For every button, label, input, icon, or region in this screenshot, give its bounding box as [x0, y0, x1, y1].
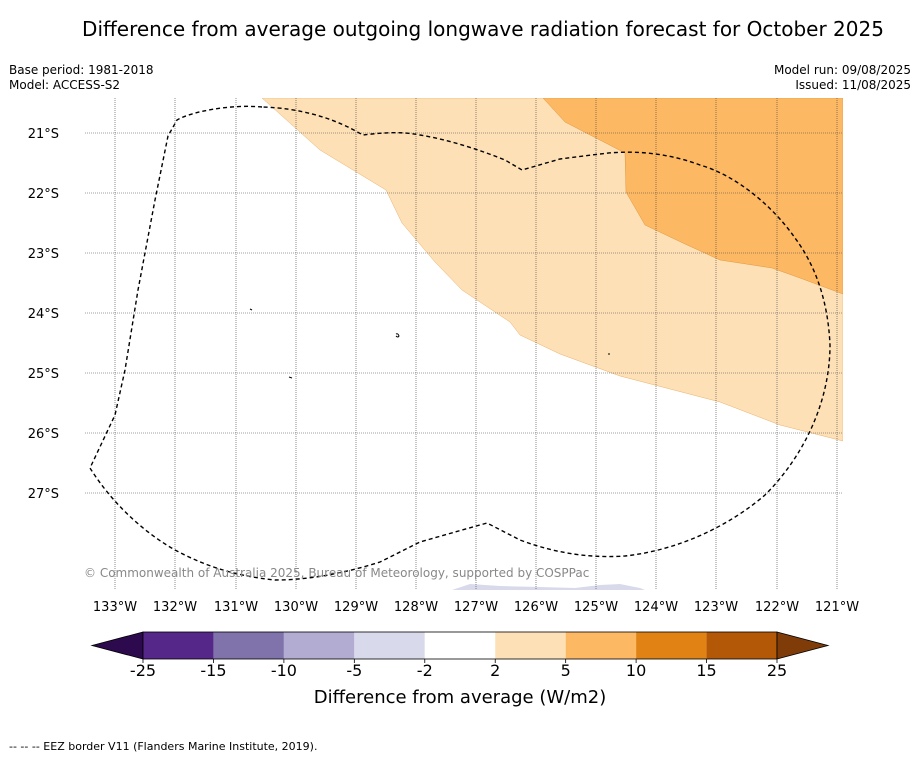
lon-label: 129°W — [334, 600, 378, 615]
colorbar-segment — [424, 632, 496, 659]
lat-label: 27°S — [28, 487, 59, 502]
colorbar-tick-label: -5 — [346, 661, 362, 680]
map-area — [85, 98, 843, 590]
colorbar-segment — [283, 632, 355, 659]
colorbar-segment — [636, 632, 707, 659]
lon-label: 121°W — [815, 600, 859, 615]
colorbar-segment — [706, 632, 777, 659]
footer-note: -- -- -- EEZ border V11 (Flanders Marine… — [9, 740, 318, 753]
lon-label: 124°W — [634, 600, 678, 615]
lat-label: 21°S — [28, 127, 59, 142]
land-fragment — [452, 584, 645, 590]
colorbar-tick-label: 25 — [767, 661, 787, 680]
issued-date: Issued: 11/08/2025 — [795, 78, 911, 92]
latitude-labels: 21°S 22°S 23°S 24°S 25°S 26°S 27°S — [28, 127, 59, 502]
lat-label: 24°S — [28, 307, 59, 322]
lon-label: 131°W — [214, 600, 258, 615]
colorbar-segment — [565, 632, 637, 659]
colorbar-tick-label: -10 — [271, 661, 297, 680]
lat-label: 23°S — [28, 247, 59, 262]
meta-left: Base period: 1981-2018 Model: ACCESS-S2 — [9, 63, 154, 93]
lon-label: 133°W — [93, 600, 137, 615]
island-marks — [249, 308, 610, 379]
colorbar-under-arrow — [90, 631, 144, 660]
lat-label: 22°S — [28, 187, 59, 202]
lat-label: 25°S — [28, 367, 59, 382]
meta-right: Model run: 09/08/2025 Issued: 11/08/2025 — [774, 63, 911, 93]
lon-label: 125°W — [574, 600, 618, 615]
colorbar-ticks: -25 -15 -10 -5 -2 2 5 10 15 25 — [130, 661, 787, 680]
lon-label: 130°W — [274, 600, 318, 615]
gridlines — [85, 98, 843, 590]
model-run: Model run: 09/08/2025 — [773, 63, 911, 77]
colorbar-tick-label: 10 — [626, 661, 646, 680]
lon-label: 127°W — [454, 600, 498, 615]
base-period: Base period: 1981-2018 — [9, 63, 154, 77]
colorbar-tick-label: 5 — [561, 661, 571, 680]
lon-label: 128°W — [394, 600, 438, 615]
colorbar-label: Difference from average (W/m2) — [314, 687, 606, 708]
map-title: Difference from average outgoing longwav… — [82, 17, 884, 41]
colorbar-tick-label: -15 — [200, 661, 226, 680]
colorbar-over-arrow — [776, 631, 830, 660]
lon-label: 132°W — [153, 600, 197, 615]
colorbar-tick-label: -25 — [130, 661, 156, 680]
colorbar-segment — [354, 632, 425, 659]
copyright-text: © Commonwealth of Australia 2025, Bureau… — [84, 566, 589, 580]
colorbar-segment — [495, 632, 566, 659]
colorbar-tick-label: -2 — [417, 661, 433, 680]
lon-label: 123°W — [694, 600, 738, 615]
model-name: Model: ACCESS-S2 — [9, 78, 121, 92]
colorbar-segment — [143, 632, 214, 659]
colorbar — [90, 631, 830, 663]
lat-label: 26°S — [28, 427, 59, 442]
eez-border — [89, 105, 831, 581]
lon-label: 122°W — [755, 600, 799, 615]
anomaly-region-5-10 — [542, 98, 843, 295]
longitude-labels: 133°W 132°W 131°W 130°W 129°W 128°W 127°W 126°W… — [93, 600, 859, 615]
lon-label: 126°W — [514, 600, 558, 615]
colorbar-tick-label: 2 — [490, 661, 500, 680]
colorbar-segment — [213, 632, 284, 659]
colorbar-tick-label: 15 — [696, 661, 716, 680]
